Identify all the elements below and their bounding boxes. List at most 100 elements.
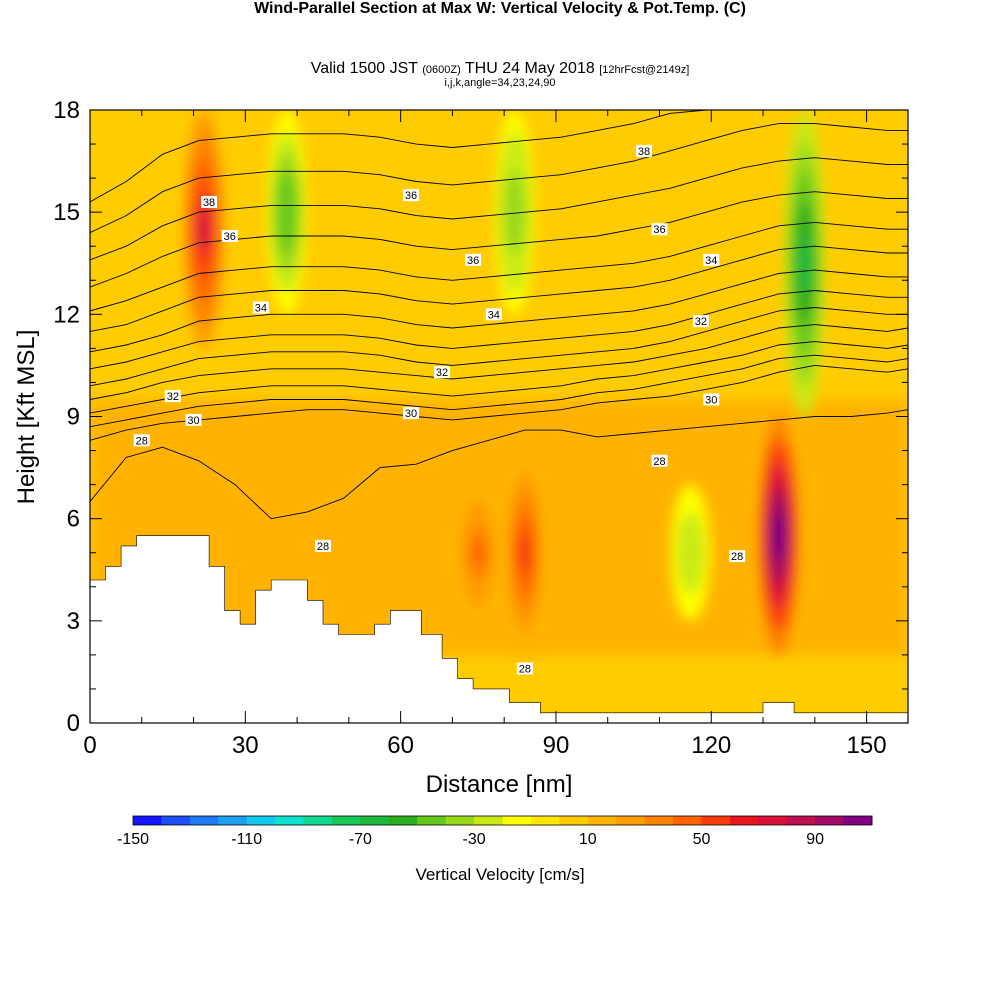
isentrope-label: 28 (729, 550, 746, 563)
isentrope-label: 28 (314, 539, 331, 553)
colorbar-swatch (815, 816, 845, 825)
colorbar-swatch (275, 816, 305, 825)
isentrope-label-bg (651, 454, 668, 467)
isentrope-label: 32 (164, 390, 181, 403)
isentrope-label: 34 (252, 301, 269, 315)
isentrope-label-bg (434, 366, 451, 379)
isentrope-label: 28 (133, 434, 150, 447)
updraft-core (771, 511, 786, 560)
colorbar-swatch (246, 816, 276, 825)
isentrope-label-bg (651, 223, 668, 236)
downdraft-core (507, 191, 522, 233)
isentrope-label-text: 28 (136, 435, 148, 447)
colorbar-swatch (161, 816, 191, 825)
chart-indices: i,j,k,angle=34,23,24,90 (444, 77, 556, 89)
updraft-core (517, 532, 533, 574)
y-tick-label: 3 (67, 608, 80, 635)
y-tick-label: 9 (67, 404, 80, 431)
colorbar: -150 -110 -70 -30 10 50 90 (117, 815, 873, 848)
colorbar-tick-label: -110 (231, 831, 262, 848)
colorbar-tick-label: -30 (463, 831, 486, 848)
isentrope-label: 38 (201, 195, 218, 209)
isentrope-label-text: 28 (731, 551, 743, 563)
isentrope-32 (90, 341, 908, 414)
isentrope-label: 32 (434, 366, 451, 379)
colorbar-label: Vertical Velocity [cm/s] (415, 865, 584, 884)
isentrope-labels: 28 30 32 34 36 38 36 36 34 32 30 38 36 34 32 30 28 28 28 28 (133, 144, 746, 676)
isentrope-label: 28 (651, 454, 668, 468)
colorbar-swatch (360, 816, 390, 825)
isentrope-label: 36 (221, 230, 238, 243)
colorbar-swatch (474, 816, 503, 825)
colorbar-swatch (616, 816, 646, 825)
isentrope-label-bg (729, 550, 746, 563)
isentrope-label: 30 (185, 413, 202, 427)
colorbar-swatch (673, 816, 702, 825)
isentrope-28 (90, 409, 908, 520)
x-tick-label: 30 (232, 732, 259, 759)
isentrope-label-bg (402, 189, 419, 202)
colorbar-swatch (729, 816, 759, 825)
isentrope-36 (90, 157, 908, 261)
isentrope-label-bg (703, 253, 720, 266)
isentrope-label: 36 (651, 223, 668, 236)
field-cores (183, 110, 825, 655)
colorbar-swatch (303, 816, 333, 825)
isentrope-label-text: 34 (705, 255, 717, 267)
isentrope-30 (90, 354, 908, 428)
downdraft-core (683, 539, 698, 567)
isentrope-label-text: 32 (167, 391, 179, 403)
isentrope-label: 38 (635, 144, 652, 158)
colorbar-tick-label: -150 (117, 831, 149, 848)
colorbar-swatch (502, 816, 532, 825)
isentrope-label-text: 30 (187, 415, 199, 427)
isentrope-label-bg (133, 434, 150, 447)
isentrope-label: 28 (516, 662, 533, 676)
isentrope-label-text: 30 (405, 408, 417, 420)
isentrope-label-bg (692, 315, 709, 328)
isentrope-34 (90, 269, 908, 353)
updraft-core (196, 205, 212, 254)
colorbar-swatch (559, 816, 589, 825)
isentrope-label-text: 34 (255, 303, 267, 315)
x-tick-label: 90 (543, 732, 570, 759)
y-tick-label: 18 (53, 97, 80, 124)
isentrope-label-bg (516, 662, 533, 675)
isentrope-38 (90, 110, 908, 203)
isentrope-label-bg (465, 253, 482, 266)
isentrope-label-text: 38 (203, 197, 215, 209)
isentrope-label-text: 28 (653, 456, 665, 468)
isentrope-label-text: 34 (488, 309, 500, 321)
y-tick-label: 15 (53, 199, 80, 226)
isentrope-label: 34 (703, 253, 720, 267)
isentrope-label-bg (164, 390, 181, 403)
y-tick-label: 0 (67, 710, 80, 737)
chart-subtitle: Valid 1500 JST (0600Z) THU 24 May 2018 [… (310, 60, 690, 77)
isentrope-38 (90, 123, 908, 234)
colorbar-swatch (133, 816, 162, 825)
isentrope-34 (90, 245, 908, 332)
updraft-core (471, 539, 486, 567)
isentrope-32 (90, 324, 908, 400)
isentrope-label-text: 32 (695, 316, 707, 328)
colorbar-swatch (189, 816, 219, 825)
isentrope-label-text: 36 (653, 224, 665, 236)
x-tick-label: 0 (83, 732, 96, 759)
x-tick-label: 60 (387, 732, 414, 759)
isentrope-label-text: 30 (705, 394, 717, 406)
isentrope-label-bg (252, 301, 269, 314)
isentrope-32 (90, 307, 908, 387)
isentrope-30 (90, 364, 908, 441)
colorbar-swatch (388, 816, 418, 825)
y-axis-label: Height [Kft MSL] (13, 330, 40, 505)
isentrope-label-text: 36 (467, 255, 479, 267)
colorbar-swatch (530, 816, 560, 825)
isentrope-34 (90, 290, 908, 370)
isentrope-label-text: 36 (405, 190, 417, 202)
colorbar-swatch (701, 816, 731, 825)
colorbar-swatch (758, 816, 788, 825)
isentrope-label-bg (185, 413, 202, 426)
colorbar-tick-label: 90 (806, 831, 824, 848)
